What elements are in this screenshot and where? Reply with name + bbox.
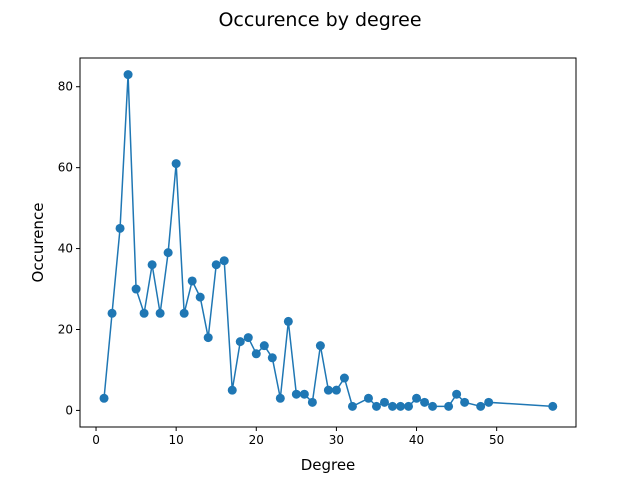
x-tick-label: 0 <box>92 433 100 447</box>
data-point <box>219 256 229 266</box>
data-point <box>476 401 486 411</box>
data-point <box>187 276 197 286</box>
data-point <box>123 70 133 80</box>
data-point <box>259 341 269 351</box>
data-point <box>444 401 454 411</box>
data-point <box>131 284 141 294</box>
data-point <box>452 389 462 399</box>
data-point <box>412 393 422 403</box>
data-point <box>243 333 253 343</box>
x-tick-label: 30 <box>329 433 344 447</box>
data-point <box>307 397 317 407</box>
data-point <box>155 308 165 318</box>
x-axis-label: Degree <box>301 456 356 474</box>
y-tick-label: 0 <box>65 403 73 417</box>
chart-title: Occurence by degree <box>218 9 421 31</box>
data-point <box>115 223 125 233</box>
data-point <box>211 260 221 270</box>
data-point <box>171 159 181 169</box>
data-point <box>363 393 373 403</box>
data-point <box>227 385 237 395</box>
data-point <box>404 401 414 411</box>
y-tick-label: 20 <box>58 322 73 336</box>
data-point <box>388 401 397 411</box>
data-point <box>147 260 157 270</box>
y-axis-ticks: 0 20 40 60 80 <box>58 80 80 417</box>
x-tick-label: 50 <box>489 433 504 447</box>
data-point <box>396 401 406 411</box>
data-point <box>251 349 261 359</box>
x-tick-label: 10 <box>169 433 184 447</box>
x-tick-label: 40 <box>409 433 424 447</box>
data-point <box>235 337 245 347</box>
axes-frame <box>79 57 577 428</box>
y-tick-label: 80 <box>58 80 73 94</box>
data-point <box>460 397 470 407</box>
data-point <box>203 333 213 343</box>
data-point <box>195 292 205 302</box>
y-axis-label: Occurence <box>29 203 47 283</box>
data-point <box>163 248 173 258</box>
y-tick-label: 60 <box>58 161 73 175</box>
series-line <box>103 74 553 408</box>
data-point <box>315 341 325 351</box>
plot-area <box>99 70 558 411</box>
data-point <box>179 308 189 318</box>
data-point <box>420 397 430 407</box>
data-point <box>428 401 438 411</box>
data-point <box>379 397 389 407</box>
data-point <box>323 385 333 395</box>
data-point <box>339 373 349 383</box>
data-point <box>99 393 109 403</box>
data-point <box>283 316 293 326</box>
y-tick-label: 40 <box>58 242 73 256</box>
data-point <box>331 385 341 395</box>
data-point <box>371 401 381 411</box>
data-point <box>299 389 309 399</box>
data-point <box>275 393 285 403</box>
x-tick-label: 20 <box>249 433 264 447</box>
data-point <box>484 397 494 407</box>
x-axis-ticks: 0 10 20 30 40 50 <box>92 427 504 447</box>
data-point <box>347 401 357 411</box>
data-point <box>548 401 558 411</box>
data-point <box>139 308 149 318</box>
data-point <box>291 389 301 399</box>
data-point <box>107 308 117 318</box>
data-point <box>267 353 277 363</box>
